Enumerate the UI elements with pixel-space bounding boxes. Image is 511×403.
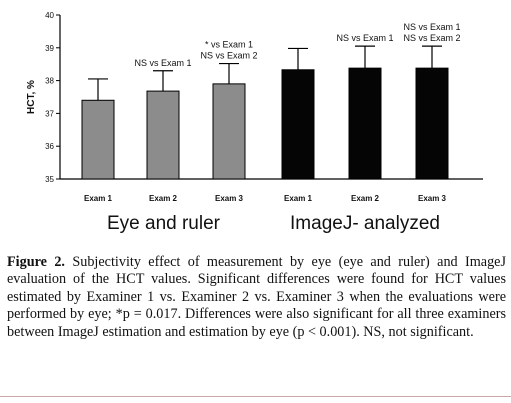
x-tick-label: Exam 3 (215, 194, 244, 203)
x-tick-label: Exam 2 (351, 194, 380, 203)
bar (81, 99, 115, 180)
significance-annotation: NS vs Exam 1 (336, 33, 393, 43)
figure-caption: Figure 2. Subjectivity effect of measure… (7, 254, 506, 341)
bar (146, 90, 180, 180)
bar (212, 83, 246, 180)
hct-bar-chart: 35 36 37 38 39 40 HCT, % Exam 1 Exam 2 Exam 3 Exam… (26, 11, 483, 234)
bar (281, 69, 315, 180)
significance-annotation: * vs Exam 1 (205, 40, 253, 50)
x-tick-label: Exam 1 (284, 194, 313, 203)
group-label: ImageJ- analyzed (290, 213, 440, 234)
y-tick-label: 38 (45, 77, 54, 86)
x-tick-label: Exam 1 (84, 194, 113, 203)
x-tick-label: Exam 2 (149, 194, 178, 203)
caption-text: Subjectivity effect of measurement by ey… (7, 254, 507, 340)
significance-annotation: NS vs Exam 2 (200, 51, 257, 61)
caption-label: Figure 2. (7, 254, 65, 270)
y-tick-label: 37 (45, 109, 54, 118)
y-tick-label: 35 (45, 175, 54, 184)
divider (0, 396, 511, 397)
x-tick-label: Exam 3 (418, 194, 447, 203)
bar (348, 67, 382, 180)
group-label: Eye and ruler (107, 213, 221, 234)
y-tick-label: 40 (45, 11, 54, 20)
significance-annotation: NS vs Exam 2 (403, 33, 460, 43)
significance-annotation: NS vs Exam 1 (403, 22, 460, 32)
bar (415, 67, 449, 180)
significance-annotation: NS vs Exam 1 (134, 58, 191, 68)
y-tick-label: 39 (45, 44, 54, 53)
y-axis-label: HCT, % (26, 80, 37, 114)
y-tick-label: 36 (45, 142, 54, 151)
